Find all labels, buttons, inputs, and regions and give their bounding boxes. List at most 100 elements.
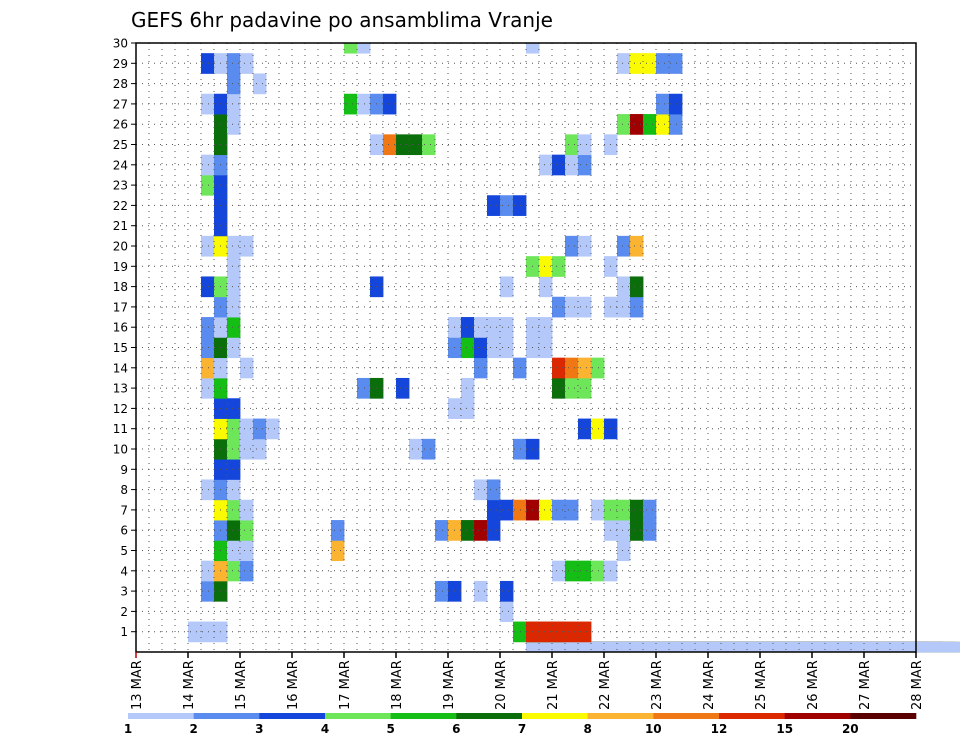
x-tick-label: 28 MAR xyxy=(910,660,925,710)
precip-cell xyxy=(513,438,527,460)
precip-cell xyxy=(500,276,514,298)
precip-cell xyxy=(591,560,605,582)
precip-cell xyxy=(227,560,241,582)
precip-cell xyxy=(578,377,592,399)
precip-cell xyxy=(617,276,631,298)
precip-cell xyxy=(240,235,254,257)
x-tick-label: 14 MAR xyxy=(182,660,197,710)
colorbar-label: 15 xyxy=(776,722,793,736)
x-tick-label: 27 MAR xyxy=(858,660,873,710)
precip-cell xyxy=(578,418,592,440)
precip-cell xyxy=(201,53,215,74)
y-tick-label: 28 xyxy=(113,77,128,91)
precip-cell xyxy=(630,520,644,541)
precip-cell xyxy=(383,93,397,115)
grid-lines xyxy=(136,43,916,652)
precip-cell xyxy=(539,276,553,298)
x-tick-label: 22 MAR xyxy=(598,660,613,710)
precip-cell xyxy=(552,256,566,277)
precip-cell xyxy=(201,317,215,338)
precip-cell xyxy=(578,235,592,257)
precip-cell xyxy=(474,357,488,379)
precip-cell xyxy=(578,296,592,318)
colorbar-label: 5 xyxy=(387,722,395,736)
colorbar: 1 2 3 4 5 6 7 8 10 12 15 20 xyxy=(124,713,917,736)
precip-cell xyxy=(578,134,592,156)
colorbar-swatch xyxy=(456,713,523,719)
y-tick-label: 6 xyxy=(120,524,128,538)
precip-cell xyxy=(656,93,670,115)
precip-cell xyxy=(357,93,371,115)
precip-cell xyxy=(409,134,423,156)
precip-cell xyxy=(227,418,241,440)
colorbar-swatch xyxy=(193,713,260,719)
y-tick-label: 1 xyxy=(120,625,128,639)
y-tick-label: 12 xyxy=(113,402,128,416)
precip-cell xyxy=(487,479,501,501)
colorbar-swatch xyxy=(522,713,588,719)
precip-cell xyxy=(617,499,631,521)
colorbar-label: 20 xyxy=(842,722,859,736)
x-tick-label: 20 MAR xyxy=(494,660,509,710)
precip-cell xyxy=(227,73,241,95)
precip-cell xyxy=(630,235,644,257)
precip-cell xyxy=(240,560,254,582)
precip-cell xyxy=(539,337,553,359)
precip-cell xyxy=(201,479,215,501)
x-tick-label: 21 MAR xyxy=(546,660,561,710)
precip-cell xyxy=(227,540,241,562)
precip-cell xyxy=(656,53,670,74)
colorbar-swatch xyxy=(850,713,917,719)
precip-cell xyxy=(461,337,475,359)
precip-cell xyxy=(552,296,566,318)
precip-cell xyxy=(227,459,241,480)
y-tick-label: 20 xyxy=(113,240,128,254)
precip-cell xyxy=(201,580,215,602)
precip-cell xyxy=(630,499,644,521)
precip-cell xyxy=(552,499,566,521)
heatmap-cells xyxy=(188,43,960,653)
x-tick-label: 19 MAR xyxy=(442,660,457,710)
y-tick-label: 27 xyxy=(113,97,128,111)
precip-cell xyxy=(552,377,566,399)
precip-cell xyxy=(201,93,215,115)
y-tick-label: 8 xyxy=(120,483,128,497)
precip-cell xyxy=(201,154,215,176)
precip-cell xyxy=(617,296,631,318)
precip-cell xyxy=(227,93,241,115)
precip-cell xyxy=(461,317,475,338)
y-tick-label: 11 xyxy=(113,422,128,436)
precip-cell xyxy=(227,499,241,521)
precip-cell xyxy=(669,53,683,74)
colorbar-label: 3 xyxy=(255,722,263,736)
precip-cell xyxy=(565,377,579,399)
precip-cell xyxy=(630,53,644,74)
precip-cell xyxy=(461,520,475,541)
precip-cell xyxy=(591,357,605,379)
y-tick-label: 14 xyxy=(113,361,128,375)
precip-cell xyxy=(240,499,254,521)
precip-cell xyxy=(474,337,488,359)
precip-cell xyxy=(422,438,436,460)
precip-cell xyxy=(201,377,215,399)
precip-cell xyxy=(461,377,475,399)
precip-cell xyxy=(240,540,254,562)
precip-cell xyxy=(500,580,514,602)
precip-cell xyxy=(240,418,254,440)
colorbar-label: 8 xyxy=(584,722,592,736)
colorbar-swatch xyxy=(653,713,720,719)
precip-cell xyxy=(513,499,527,521)
precip-cell xyxy=(422,134,436,156)
precip-cell xyxy=(474,317,488,338)
y-tick-label: 7 xyxy=(120,503,128,517)
precip-cell xyxy=(435,580,449,602)
precip-cell xyxy=(643,520,657,541)
precip-cell xyxy=(240,53,254,74)
y-tick-label: 21 xyxy=(113,219,128,233)
x-tick-label: 26 MAR xyxy=(806,660,821,710)
precip-cell xyxy=(383,134,397,156)
precip-cell xyxy=(201,276,215,298)
precip-cell xyxy=(565,499,579,521)
colorbar-swatch xyxy=(719,713,785,719)
x-axis: 13 MAR 14 MAR 15 MAR 16 MAR 17 MAR 18 MAR 19 M… xyxy=(130,652,925,710)
